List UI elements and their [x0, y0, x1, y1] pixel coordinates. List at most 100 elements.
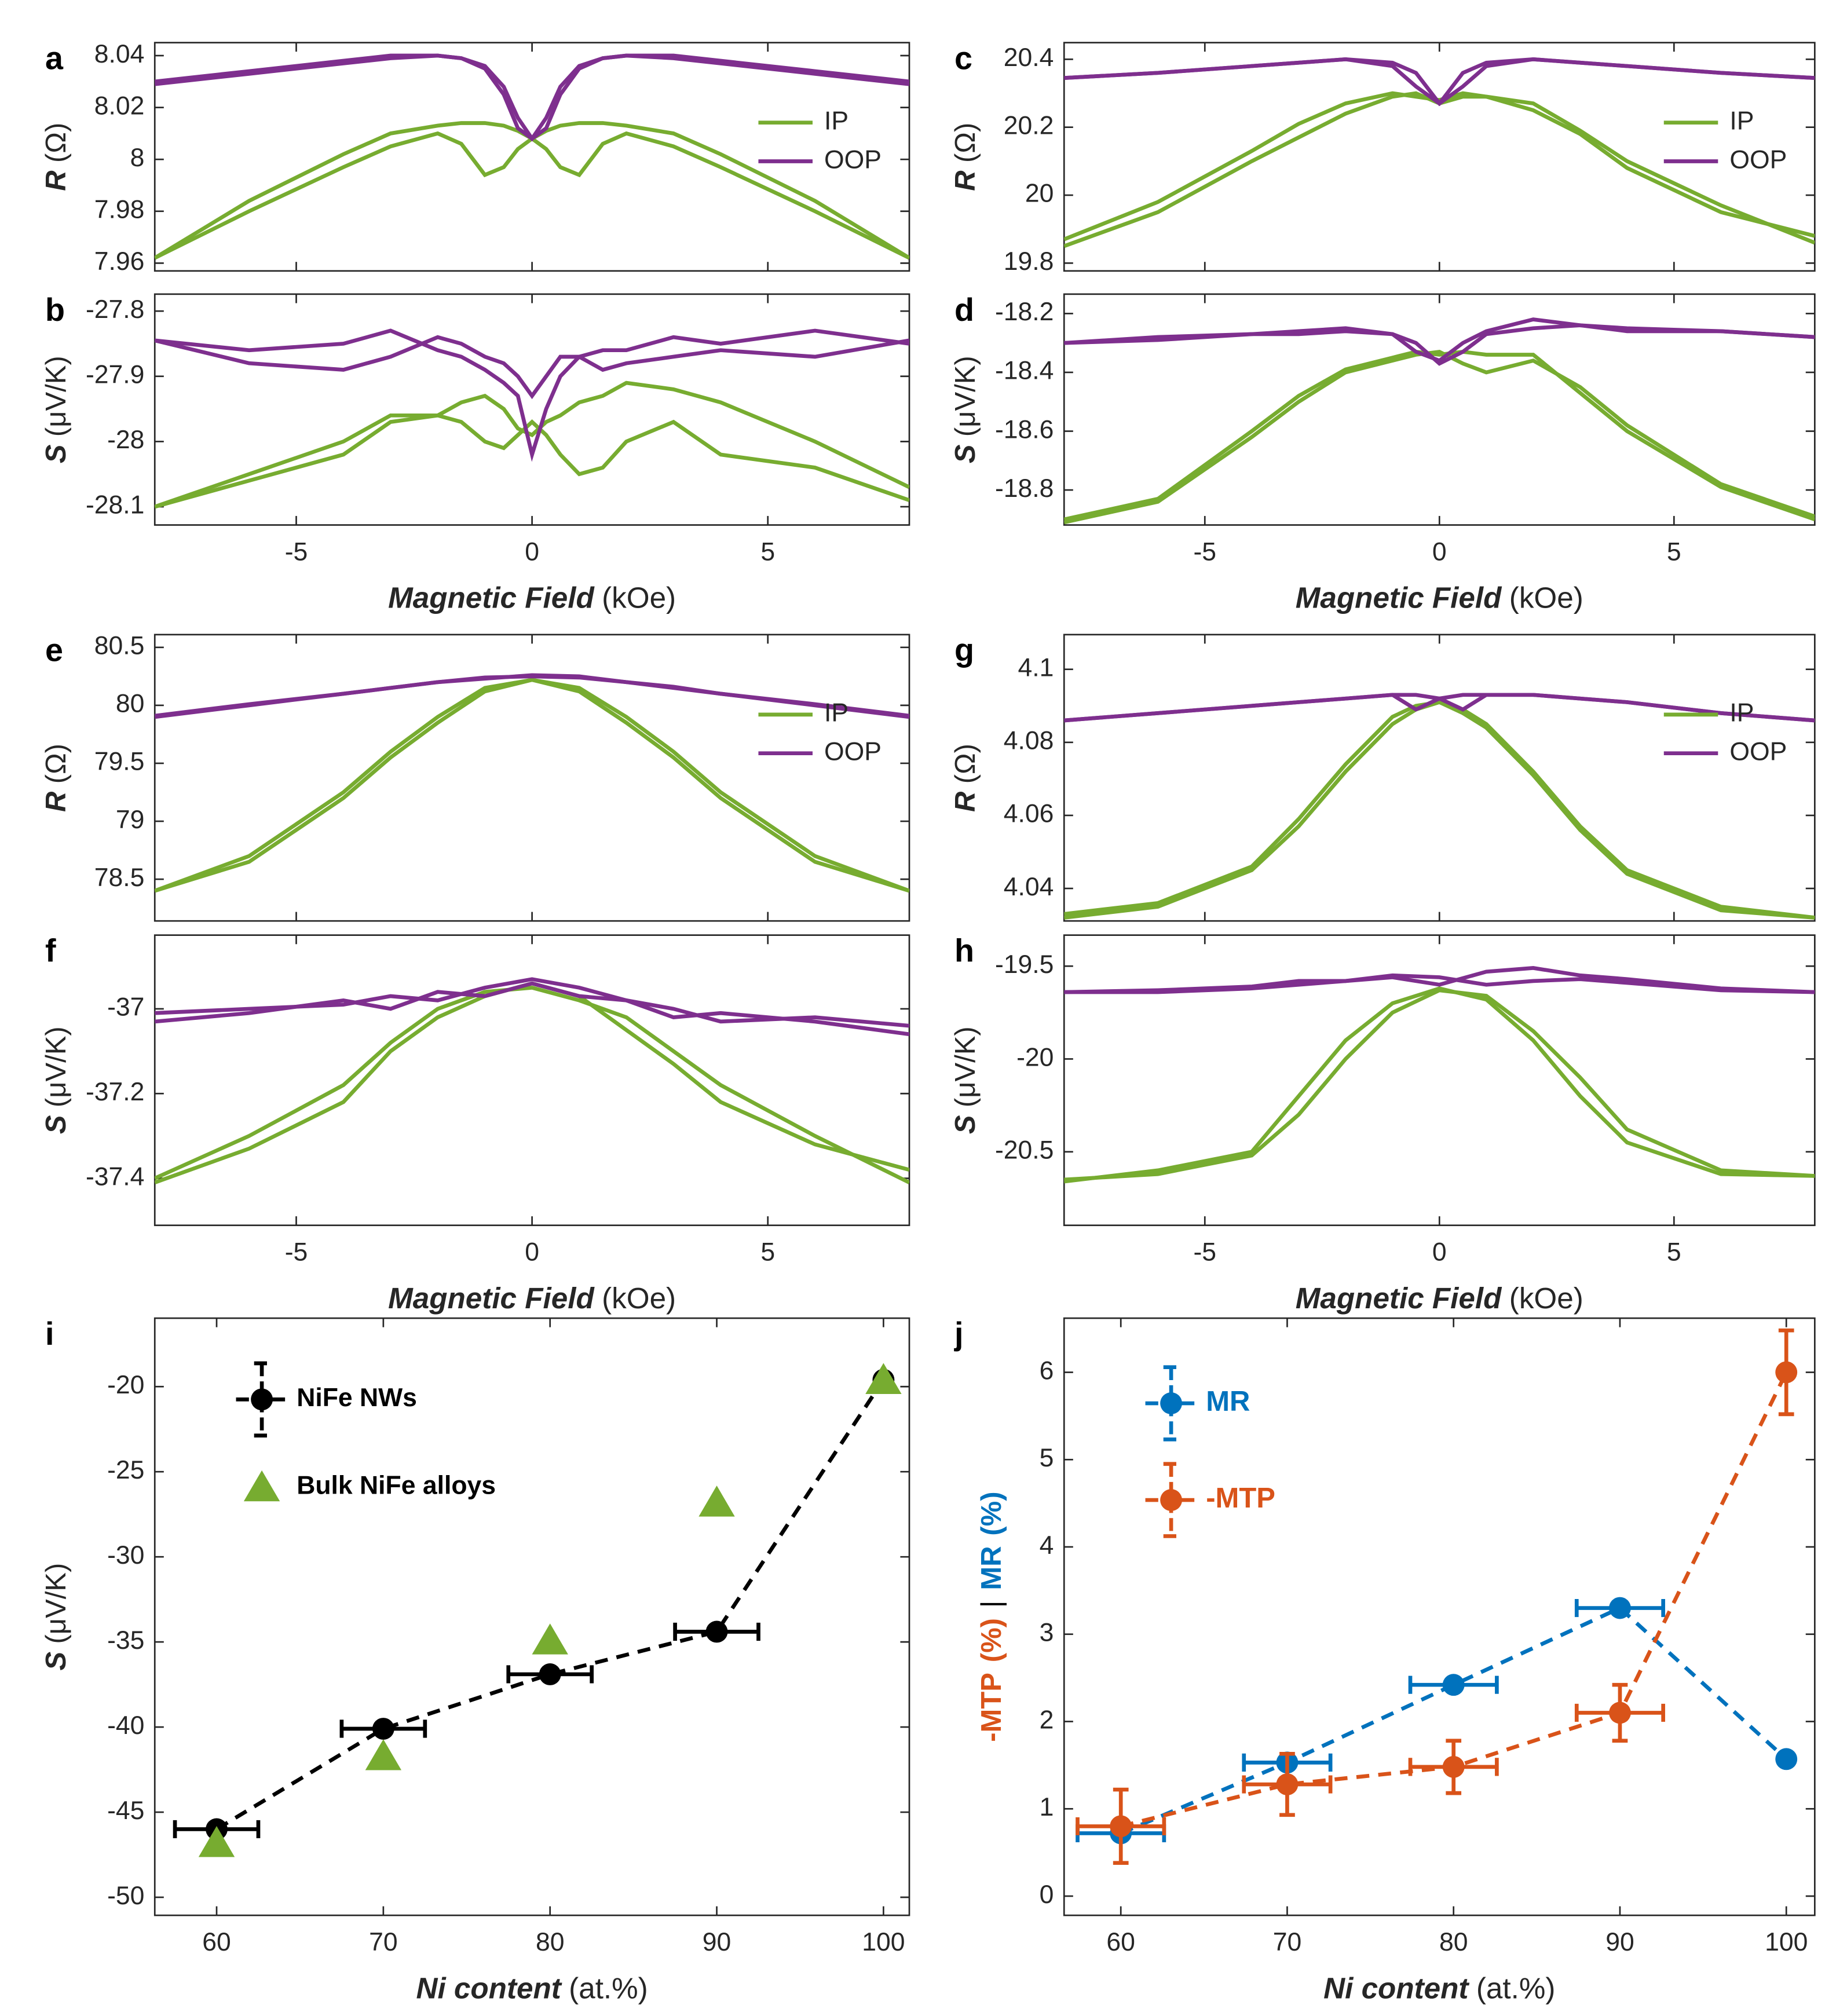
plot-frame: [1063, 1317, 1816, 1916]
x-tick-label: -5: [285, 537, 308, 566]
y-axis-unit: (μV/K): [950, 356, 981, 437]
panel-label: h: [954, 933, 974, 969]
y-tick-label: -37.4: [86, 1162, 144, 1191]
x-axis-name: Ni content: [416, 1971, 562, 2004]
circle-marker: [1442, 1755, 1465, 1778]
data-line: [155, 981, 910, 1185]
y-axis-label: R (Ω): [41, 744, 72, 812]
legend-label: NiFe NWs: [297, 1384, 417, 1412]
y-tick-label: -28: [107, 426, 144, 454]
y-tick-label: -50: [107, 1882, 144, 1910]
x-tick-label: 80: [536, 1928, 565, 1956]
data-line: [155, 335, 910, 400]
y-axis-unit: (Ω): [950, 744, 981, 784]
y-tick-label: -37: [107, 993, 144, 1022]
x-axis-label: Magnetic Field (kOe): [1296, 581, 1583, 614]
legend-label: MR: [1206, 1386, 1250, 1417]
y-axis-unit: (μV/K): [950, 1026, 981, 1107]
plot-frame: [153, 1317, 910, 1916]
y-axis-symbol: S: [950, 1115, 981, 1134]
panel-label: e: [45, 632, 63, 668]
x-tick-label: 60: [1106, 1928, 1135, 1956]
y-axis-symbol: R: [950, 791, 981, 812]
y-tick-label: 7.96: [94, 247, 145, 276]
legend-marker: [251, 1388, 273, 1411]
circle-marker: [1609, 1597, 1631, 1619]
y-axis-label: R (Ω): [950, 123, 981, 191]
data-line: [1064, 986, 1815, 1184]
legend-label: Bulk NiFe alloys: [297, 1472, 496, 1500]
y-tick-label: -18.2: [995, 298, 1054, 326]
circle-marker: [1775, 1748, 1798, 1770]
x-tick-label: 90: [703, 1928, 732, 1956]
x-tick-label: 0: [1432, 1238, 1447, 1267]
y-tick-label: 78.5: [94, 864, 145, 892]
x-tick-label: 80: [1439, 1928, 1468, 1956]
y-axis-label: S (μV/K): [41, 1026, 72, 1134]
x-axis-label: Magnetic Field (kOe): [388, 1281, 676, 1314]
triangle-marker: [532, 1623, 568, 1655]
x-axis-unit: (kOe): [1509, 1281, 1583, 1314]
y-tick-label: -40: [107, 1711, 144, 1740]
x-tick-label: 5: [1667, 537, 1681, 566]
legend-label: OOP: [1729, 145, 1787, 174]
y-axis-unit: (μV/K): [41, 1563, 72, 1644]
y-tick-label: 20.2: [1004, 111, 1054, 140]
y-axis-unit: (Ω): [950, 123, 981, 163]
x-axis-name: Magnetic Field: [1296, 581, 1502, 614]
y-axis-label-part: -MTP: [976, 1673, 1007, 1742]
y-axis-label: S (μV/K): [950, 1026, 981, 1134]
y-axis-label: -MTP (%) | MR (%): [976, 1491, 1007, 1741]
plot-frame: [1063, 42, 1816, 272]
x-axis-label: Magnetic Field (kOe): [1296, 1281, 1583, 1314]
y-axis-label: S (μV/K): [950, 356, 981, 463]
x-axis-unit: (at.%): [569, 1971, 648, 2004]
legend-label: IP: [824, 107, 848, 135]
y-tick-label: 1: [1040, 1793, 1054, 1821]
y-tick-label: 19.8: [1004, 247, 1054, 276]
y-tick-label: 6: [1040, 1356, 1054, 1385]
y-tick-label: -20.5: [995, 1136, 1054, 1165]
data-line: [155, 673, 910, 718]
y-tick-label: -27.9: [86, 361, 144, 389]
y-tick-label: 79.5: [94, 748, 145, 776]
legend-marker: [243, 1470, 280, 1502]
y-tick-label: 4.06: [1004, 800, 1054, 828]
y-tick-label: 8.02: [94, 92, 145, 120]
x-axis-name: Magnetic Field: [388, 1281, 595, 1314]
triangle-marker: [865, 1363, 902, 1394]
x-axis-name: Ni content: [1323, 1971, 1469, 2004]
x-tick-label: 60: [202, 1928, 231, 1956]
circle-marker: [1442, 1674, 1465, 1696]
x-tick-label: 0: [525, 1238, 539, 1267]
legend-label: OOP: [1729, 737, 1787, 766]
data-line: [155, 986, 910, 1184]
plot-frame: [1063, 634, 1816, 922]
y-axis-label: S (μV/K): [41, 1563, 72, 1671]
panel-label: c: [954, 41, 972, 76]
legend-label: IP: [1729, 107, 1754, 135]
data-line: [1064, 91, 1815, 242]
x-axis-name: Magnetic Field: [388, 581, 595, 614]
x-axis-unit: (kOe): [602, 1281, 676, 1314]
y-axis-symbol: R: [41, 791, 72, 812]
x-axis-unit: (kOe): [602, 581, 676, 614]
data-line: [155, 678, 910, 893]
panel-label: d: [954, 292, 974, 328]
x-tick-label: 100: [1765, 1928, 1808, 1956]
triangle-marker: [365, 1739, 402, 1770]
y-axis-label: S (μV/K): [41, 356, 72, 463]
y-axis-label-part: (%): [976, 1618, 1007, 1662]
y-tick-label: 4.1: [1018, 653, 1054, 682]
data-line: [155, 380, 910, 509]
x-tick-label: -5: [285, 1238, 308, 1267]
data-line: [155, 678, 910, 893]
panel-label: a: [45, 41, 64, 76]
plot-frame: [153, 293, 910, 526]
y-axis-label-part: MR: [976, 1546, 1007, 1590]
y-axis-symbol: S: [41, 1115, 72, 1134]
data-line: [1064, 988, 1815, 1182]
data-line: [1064, 700, 1815, 920]
y-tick-label: 8: [130, 144, 145, 172]
